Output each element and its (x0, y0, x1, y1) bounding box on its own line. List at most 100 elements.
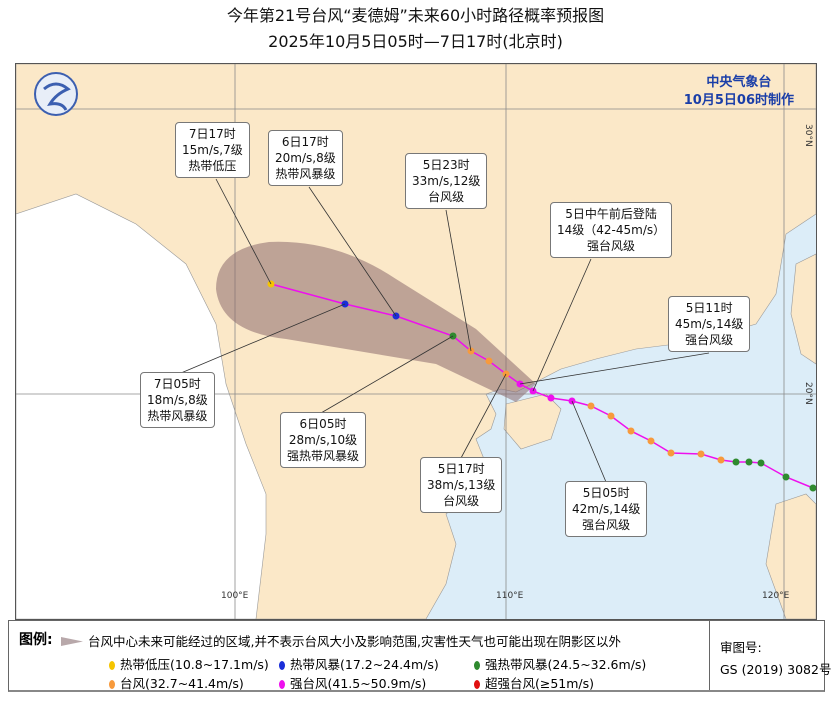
callout-leader-line (320, 335, 454, 414)
track-point (809, 484, 816, 492)
agency-label: 中央气象台 10月5日06时制作 (684, 74, 794, 110)
typhoon-symbol-icon (474, 661, 480, 670)
callout-wind: 15m/s,7级 (182, 143, 243, 157)
callout-leader-line (215, 178, 272, 285)
callout-level: 热带低压 (188, 159, 237, 173)
legend-item: 台风(32.7~41.4m/s) (109, 673, 244, 692)
callout-level: 热带风暴级 (147, 409, 208, 423)
track-point (732, 458, 740, 466)
callout-time: 6日17时 (281, 135, 329, 149)
forecast-callout: 6日17时 20m/s,8级 热带风暴级 (268, 130, 343, 186)
legend-item: 强热带风暴(24.5~32.6m/s) (474, 654, 646, 673)
callout-wind: 20m/s,8级 (275, 151, 336, 165)
legend-item-label: 强热带风暴(24.5~32.6m/s) (485, 657, 647, 672)
legend-item-label: 强台风(41.5~50.9m/s) (290, 676, 427, 691)
callout-leader-line (445, 209, 472, 352)
callout-wind: 38m/s,13级 (427, 478, 496, 492)
forecast-callout: 5日17时 38m/s,13级 台风级 (420, 457, 503, 513)
typhoon-symbol-icon (474, 680, 480, 689)
track-point (782, 473, 790, 481)
callout-level: 强台风级 (582, 518, 631, 532)
callout-wind: 14级（42-45m/s） (557, 223, 666, 237)
callout-wind: 28m/s,10级 (288, 433, 358, 447)
legend-shade-text: 台风中心未来可能经过的区域,并不表示台风大小及影响范围,灾害性天气也可能出现在阴… (88, 634, 621, 649)
track-point (647, 437, 655, 445)
forecast-callout: 5日23时 33m/s,12级 台风级 (405, 153, 488, 209)
callout-wind: 45m/s,14级 (675, 317, 744, 331)
lat-label: 30°N (803, 124, 813, 147)
forecast-callout: 6日05时 28m/s,10级 强热带风暴级 (280, 412, 367, 468)
lat-label: 20°N (803, 382, 813, 405)
track-point (667, 449, 675, 457)
callout-level: 强台风级 (587, 239, 636, 253)
forecast-callout: 5日中午前后登陆 14级（42-45m/s） 强台风级 (550, 202, 673, 258)
callout-time: 6日05时 (299, 417, 347, 431)
callout-time: 5日中午前后登陆 (565, 207, 657, 221)
cma-logo-icon (34, 72, 78, 116)
callout-time: 7日17时 (188, 127, 236, 141)
callout-level: 强热带风暴级 (287, 449, 360, 463)
forecast-callout: 5日05时 42m/s,14级 强台风级 (565, 481, 648, 537)
callout-leader-line (519, 352, 710, 385)
callout-level: 强台风级 (685, 333, 734, 347)
callout-wind: 33m/s,12级 (412, 174, 481, 188)
typhoon-symbol-icon (109, 680, 115, 689)
callout-level: 热带风暴级 (275, 167, 336, 181)
forecast-callout: 7日05时 18m/s,8级 热带风暴级 (140, 372, 215, 428)
track-point (627, 427, 635, 435)
map-subtitle: 2025年10月5日05时—7日17时(北京时) (268, 32, 563, 51)
legend-item-label: 台风(32.7~41.4m/s) (120, 676, 244, 691)
callout-wind: 18m/s,8级 (147, 393, 208, 407)
legend-item: 强台风(41.5~50.9m/s) (279, 673, 426, 692)
callout-wind: 42m/s,14级 (572, 502, 641, 516)
track-point (547, 394, 555, 402)
review-label: 审图号: (720, 640, 762, 655)
probability-cone (216, 241, 536, 402)
callout-time: 5日17时 (437, 462, 485, 476)
legend-title: 图例: (19, 632, 53, 648)
legend-item-label: 超强台风(≥51m/s) (485, 676, 595, 691)
cma-logo-swirl (43, 82, 71, 111)
callout-leader-line (460, 373, 507, 459)
legend: 图例: 台风中心未来可能经过的区域,并不表示台风大小及影响范围,灾害性天气也可能… (8, 620, 831, 692)
track-point (587, 402, 595, 410)
cone-icon (61, 637, 83, 646)
typhoon-symbol-icon (279, 661, 285, 670)
typhoon-symbol-icon (109, 661, 115, 670)
track-point (745, 458, 753, 466)
typhoon-symbol-icon (279, 680, 285, 689)
forecast-callout: 7日17时 15m/s,7级 热带低压 (175, 122, 250, 178)
lon-label: 120°E (762, 591, 790, 601)
callout-leader-line (532, 258, 592, 392)
lon-label: 110°E (496, 591, 524, 601)
callout-time: 5日05时 (582, 486, 630, 500)
callout-leader-line (180, 303, 346, 374)
track-point (757, 459, 765, 467)
callout-leader-line (571, 400, 607, 483)
review-number: GS (2019) 3082号 (720, 662, 831, 677)
track-point (697, 450, 705, 458)
taiwan-island (790, 253, 816, 365)
callout-time: 5日11时 (685, 301, 733, 315)
luzon-island (765, 493, 816, 619)
callout-level: 台风级 (428, 190, 465, 204)
map-title: 今年第21号台风“麦德姆”未来60小时路径概率预报图 (226, 6, 605, 25)
track-point (717, 456, 725, 464)
legend-item: 热带低压(10.8~17.1m/s) (109, 654, 269, 673)
review-number-panel: 审图号: GS (2019) 3082号 (709, 621, 831, 690)
legend-shade-item: 台风中心未来可能经过的区域,并不表示台风大小及影响范围,灾害性天气也可能出现在阴… (61, 631, 621, 650)
callout-level: 台风级 (443, 494, 480, 508)
legend-item: 热带风暴(17.2~24.4m/s) (279, 654, 439, 673)
callout-time: 7日05时 (153, 377, 201, 391)
legend-item-label: 热带低压(10.8~17.1m/s) (120, 657, 269, 672)
forecast-callout: 5日11时 45m/s,14级 强台风级 (668, 296, 751, 352)
lon-label: 100°E (221, 591, 249, 601)
issue-time: 10月5日06时制作 (683, 93, 794, 108)
callout-time: 5日23时 (422, 158, 470, 172)
callout-leader-line (308, 186, 397, 317)
track-point (607, 412, 615, 420)
track-point (485, 357, 493, 365)
hainan-island (503, 393, 562, 450)
legend-item: 超强台风(≥51m/s) (474, 673, 594, 692)
